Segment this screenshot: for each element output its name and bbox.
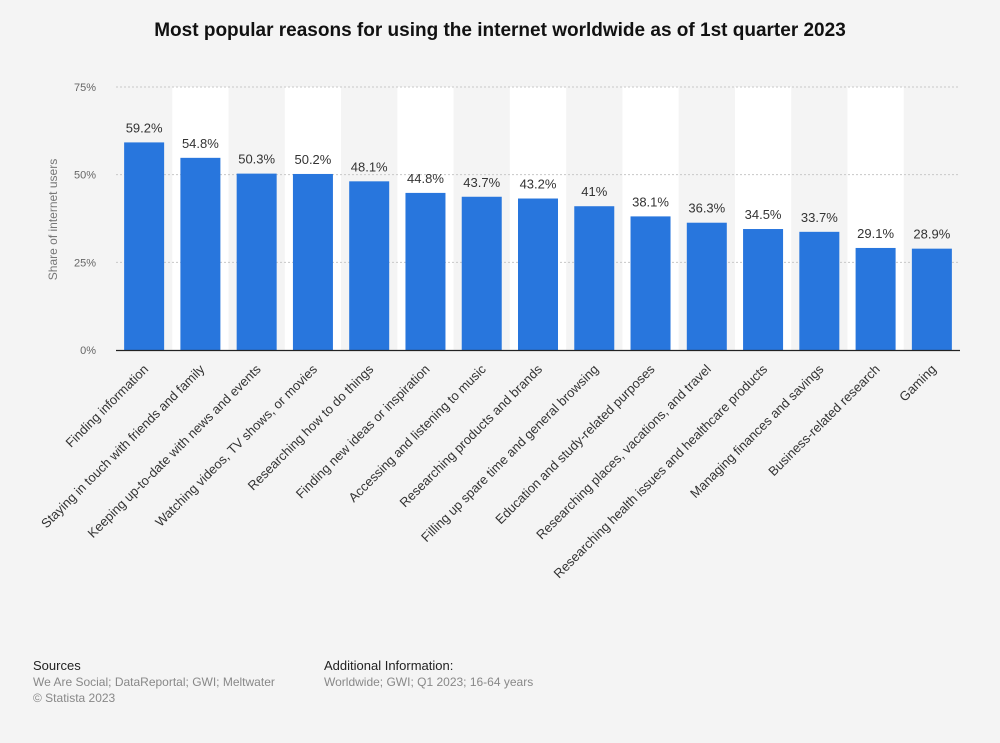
chart-title: Most popular reasons for using the inter… xyxy=(154,20,846,41)
sources-heading: Sources xyxy=(33,658,81,673)
bar xyxy=(855,247,896,350)
bar xyxy=(236,173,277,350)
bar-value-label: 33.7% xyxy=(801,210,838,225)
bar xyxy=(799,231,840,350)
additional-info-block: Additional Information: Worldwide; GWI; … xyxy=(324,658,533,690)
bar xyxy=(349,181,390,350)
bar xyxy=(124,142,165,350)
bar-value-label: 38.1% xyxy=(632,194,669,209)
bar-value-label: 50.3% xyxy=(238,152,275,167)
bar-value-label: 44.8% xyxy=(407,171,444,186)
bar xyxy=(686,222,727,350)
y-tick-label: 75% xyxy=(74,82,96,94)
y-axis-title: Share of internet users xyxy=(46,159,60,280)
sources-text: We Are Social; DataReportal; GWI; Meltwa… xyxy=(33,675,275,689)
bar-value-label: 43.2% xyxy=(520,177,557,192)
bar xyxy=(630,216,671,350)
bar-chart: 0%25%50%75%Share of internet users59.2%F… xyxy=(38,82,960,581)
bar-value-label: 50.2% xyxy=(294,152,331,167)
x-category-label: Researching health issues and healthcare… xyxy=(551,361,771,581)
bar-value-label: 41% xyxy=(581,184,607,199)
sources-block: Sources We Are Social; DataReportal; GWI… xyxy=(33,658,275,706)
bar-value-label: 34.5% xyxy=(745,207,782,222)
bar-value-label: 28.9% xyxy=(913,227,950,242)
bar xyxy=(405,192,446,350)
bar-value-label: 54.8% xyxy=(182,136,219,151)
bar-value-label: 48.1% xyxy=(351,159,388,174)
bar xyxy=(180,157,221,350)
additional-info-heading: Additional Information: xyxy=(324,658,454,673)
bar-value-label: 36.3% xyxy=(688,201,725,216)
additional-info-text: Worldwide; GWI; Q1 2023; 16-64 years xyxy=(324,675,534,689)
y-tick-label: 50% xyxy=(74,170,96,182)
x-category-label: Gaming xyxy=(896,362,939,405)
bar-value-label: 43.7% xyxy=(463,175,500,190)
x-category-label: Business-related research xyxy=(765,362,882,479)
bar-value-label: 59.2% xyxy=(126,120,163,135)
bar xyxy=(518,198,558,350)
copyright-text: © Statista 2023 xyxy=(33,691,116,705)
bar xyxy=(292,173,333,350)
bar xyxy=(574,206,615,350)
y-tick-label: 0% xyxy=(80,345,96,357)
bar xyxy=(743,229,784,350)
bar xyxy=(911,248,952,350)
bar-value-label: 29.1% xyxy=(857,226,894,241)
bar xyxy=(461,196,502,350)
y-tick-label: 25% xyxy=(74,257,96,269)
